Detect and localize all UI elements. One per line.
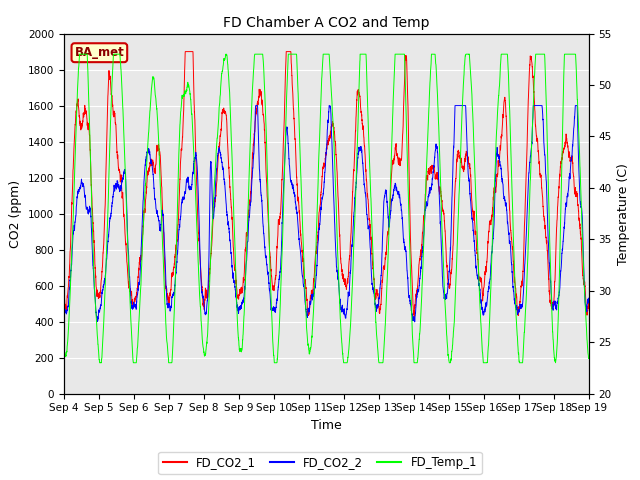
- Legend: FD_CO2_1, FD_CO2_2, FD_Temp_1: FD_CO2_1, FD_CO2_2, FD_Temp_1: [158, 452, 482, 474]
- X-axis label: Time: Time: [311, 419, 342, 432]
- Y-axis label: CO2 (ppm): CO2 (ppm): [10, 180, 22, 248]
- Y-axis label: Temperature (C): Temperature (C): [618, 163, 630, 264]
- Title: FD Chamber A CO2 and Temp: FD Chamber A CO2 and Temp: [223, 16, 429, 30]
- Text: BA_met: BA_met: [74, 46, 124, 59]
